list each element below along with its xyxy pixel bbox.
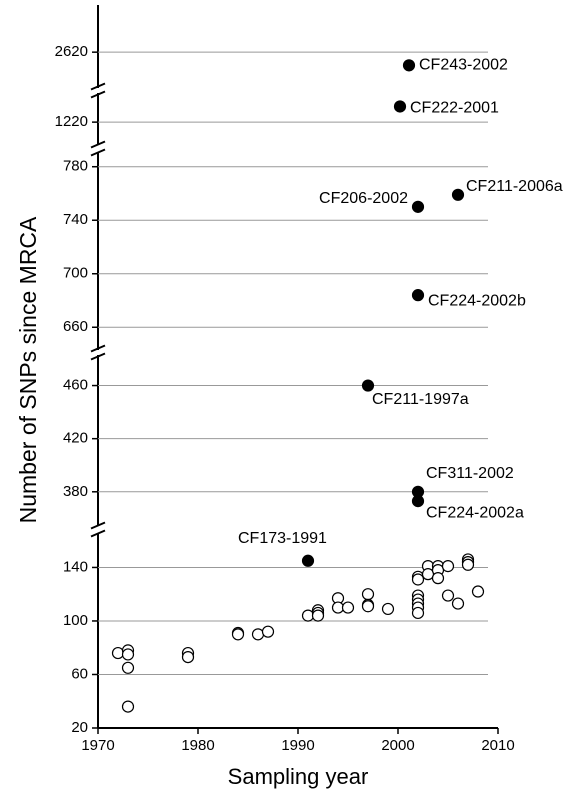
data-point — [361, 588, 375, 601]
data-point — [411, 289, 425, 302]
data-point — [361, 600, 375, 613]
x-tick-label: 2010 — [481, 737, 514, 754]
point-label: CF243-2002 — [419, 57, 508, 74]
data-point — [231, 628, 245, 641]
y-tick-label: 2620 — [55, 43, 88, 60]
x-tick-label: 2000 — [381, 737, 414, 754]
y-tick-label: 780 — [63, 158, 88, 175]
axis-break — [90, 529, 106, 538]
data-point — [121, 648, 135, 661]
y-tick-label: 100 — [63, 612, 88, 629]
point-label: CF311-2002 — [426, 465, 514, 482]
data-point — [411, 494, 425, 508]
data-point — [361, 379, 375, 392]
data-point — [341, 601, 355, 614]
point-label: CF224-2002b — [428, 292, 526, 309]
point-label: CF206-2002 — [319, 190, 408, 207]
data-point — [471, 585, 485, 598]
axis-break — [90, 148, 106, 157]
axis-break — [90, 82, 106, 91]
axis-break — [90, 90, 106, 99]
x-axis-title: Sampling year — [228, 764, 369, 789]
data-point — [411, 573, 425, 586]
data-point — [261, 625, 275, 638]
data-point — [421, 568, 435, 581]
data-point — [441, 560, 455, 573]
data-point — [381, 602, 395, 616]
y-tick-label: 660 — [63, 318, 88, 335]
data-point — [451, 188, 465, 201]
y-tick-label: 1220 — [55, 113, 88, 130]
y-tick-label: 380 — [63, 483, 88, 500]
y-axis-title: Number of SNPs since MRCA — [15, 216, 41, 523]
x-tick-label: 1990 — [281, 737, 314, 754]
data-point — [301, 554, 315, 567]
y-tick-label: 60 — [71, 665, 88, 682]
point-label: CF224-2002a — [426, 504, 524, 521]
data-point — [181, 650, 195, 664]
x-tick-label: 1970 — [81, 737, 114, 754]
data-point — [251, 628, 265, 641]
axis-break — [90, 352, 106, 361]
point-label: CF211-1997a — [372, 391, 469, 408]
data-point — [121, 661, 135, 674]
data-point — [301, 609, 315, 622]
data-point — [411, 200, 425, 213]
data-point — [451, 597, 465, 610]
data-point — [121, 700, 135, 713]
y-tick-label: 460 — [63, 377, 88, 394]
point-label: CF211-2006a — [466, 178, 563, 195]
axis-break — [90, 140, 106, 149]
data-point — [461, 558, 475, 571]
point-label: CF173-1991 — [238, 530, 327, 547]
y-tick-label: 700 — [63, 265, 88, 282]
data-point — [393, 100, 407, 113]
data-point — [111, 646, 125, 660]
data-point — [431, 572, 445, 585]
data-point — [331, 601, 345, 614]
y-tick-label: 20 — [71, 719, 88, 736]
data-point — [311, 609, 325, 622]
axis-break — [90, 344, 106, 353]
y-tick-label: 420 — [63, 430, 88, 447]
data-point — [402, 59, 416, 72]
x-tick-label: 1980 — [181, 737, 214, 754]
y-tick-label: 740 — [63, 211, 88, 228]
y-tick-label: 140 — [63, 558, 88, 575]
axis-break — [90, 521, 106, 530]
data-point — [411, 606, 425, 620]
data-point — [441, 589, 455, 602]
point-label: CF222-2001 — [410, 100, 499, 117]
